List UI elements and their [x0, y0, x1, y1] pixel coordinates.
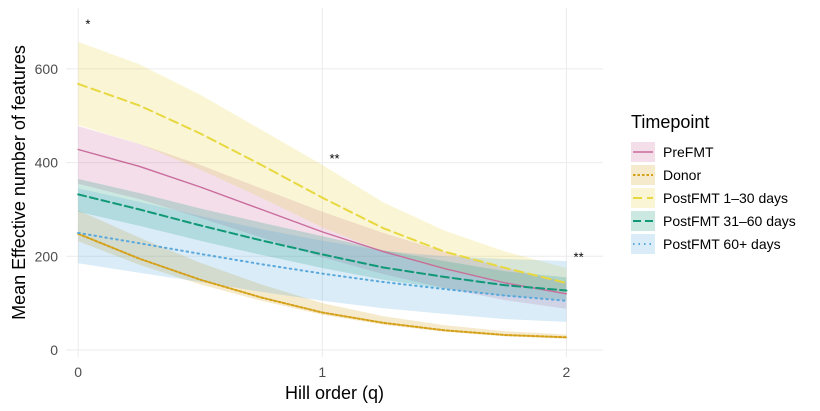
- tick-labels: 0 200 400 600 0 1 2: [35, 61, 571, 380]
- legend-item-3: PostFMT 1–30 days: [631, 188, 788, 208]
- confidence-band-4: [78, 179, 567, 301]
- legend-item-2: Donor: [631, 165, 701, 185]
- significance-marker: **: [574, 250, 584, 265]
- significance-annotations: *****: [85, 16, 583, 264]
- legend: Timepoint PreFMT Donor PostFMT 1–30 days Po…: [631, 112, 796, 254]
- legend-item-4: PostFMT 31–60 days: [631, 211, 796, 231]
- series-line-3: [77, 82, 568, 284]
- y-tick-label: 200: [35, 248, 59, 264]
- legend-label: Donor: [663, 167, 701, 183]
- legend-items: PreFMT Donor PostFMT 1–30 days PostFMT 31–6…: [631, 142, 796, 254]
- significance-marker: **: [329, 151, 339, 166]
- legend-key-band: [631, 211, 655, 231]
- legend-title: Timepoint: [631, 112, 709, 132]
- series-line-1: [77, 148, 568, 295]
- series-lines: [77, 82, 568, 339]
- x-axis-title: Hill order (q): [285, 383, 384, 403]
- x-tick-label: 1: [318, 364, 326, 380]
- series-line-2: [77, 232, 568, 339]
- y-tick-label: 0: [50, 342, 58, 358]
- x-tick-label: 0: [74, 364, 82, 380]
- confidence-band-3: [78, 41, 567, 295]
- series-line-5: [77, 231, 568, 302]
- y-tick-label: 400: [35, 155, 59, 171]
- legend-label: PostFMT 31–60 days: [663, 213, 796, 229]
- legend-item-1: PreFMT: [631, 142, 714, 162]
- y-axis-title: Mean Effective number of features: [9, 45, 29, 320]
- legend-key-band: [631, 188, 655, 208]
- legend-label: PreFMT: [663, 144, 714, 160]
- legend-label: PostFMT 60+ days: [663, 236, 781, 252]
- significance-marker: *: [85, 16, 90, 31]
- legend-label: PostFMT 1–30 days: [663, 190, 788, 206]
- legend-key-band: [631, 234, 655, 254]
- series-line-4: [77, 193, 568, 292]
- legend-item-5: PostFMT 60+ days: [631, 234, 781, 254]
- confidence-band-1: [78, 126, 567, 309]
- x-tick-label: 2: [562, 364, 570, 380]
- y-tick-label: 600: [35, 61, 59, 77]
- grid-layer: [66, 8, 603, 357]
